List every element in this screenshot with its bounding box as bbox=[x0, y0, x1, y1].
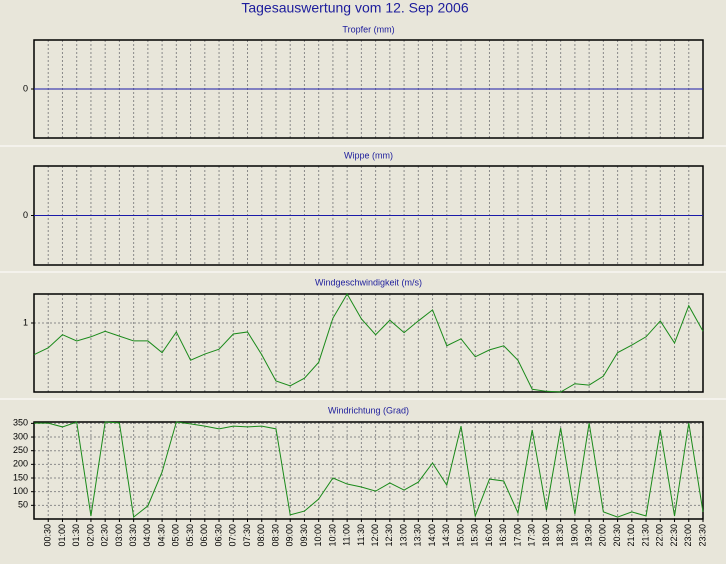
x-tick-label: 22:00 bbox=[655, 524, 665, 547]
x-tick-label: 15:00 bbox=[455, 524, 465, 547]
x-tick-label: 17:00 bbox=[512, 524, 522, 547]
x-tick-label: 05:30 bbox=[185, 524, 195, 547]
x-tick-label: 04:30 bbox=[156, 524, 166, 547]
x-tick-label: 11:00 bbox=[342, 524, 352, 546]
x-tick-label: 13:30 bbox=[413, 524, 423, 547]
x-tick-label: 04:00 bbox=[142, 524, 152, 547]
panel-title: Windgeschwindigkeit (m/s) bbox=[315, 277, 422, 287]
x-tick-label: 13:00 bbox=[398, 524, 408, 547]
x-tick-label: 20:30 bbox=[612, 524, 622, 547]
x-tick-label: 12:00 bbox=[370, 524, 380, 547]
x-tick-label: 02:00 bbox=[85, 524, 95, 547]
x-tick-label: 08:30 bbox=[270, 524, 280, 547]
x-tick-label: 00:30 bbox=[43, 524, 53, 547]
x-tick-label: 01:30 bbox=[71, 524, 81, 547]
x-tick-label: 23:30 bbox=[697, 524, 707, 547]
x-tick-label: 07:30 bbox=[242, 524, 252, 547]
x-tick-label: 01:00 bbox=[57, 524, 67, 547]
y-tick-label: 300 bbox=[13, 431, 28, 441]
x-tick-label: 10:00 bbox=[313, 524, 323, 547]
y-tick-label: 0 bbox=[23, 83, 28, 93]
y-tick-label: 1 bbox=[23, 317, 28, 327]
x-tick-label: 18:30 bbox=[555, 524, 565, 547]
y-tick-label: 50 bbox=[18, 500, 28, 510]
x-tick-label: 06:00 bbox=[199, 524, 209, 547]
x-tick-label: 03:30 bbox=[128, 524, 138, 547]
x-tick-label: 11:30 bbox=[356, 524, 366, 546]
x-tick-label: 10:30 bbox=[327, 524, 337, 547]
x-tick-label: 16:00 bbox=[484, 524, 494, 547]
x-tick-label: 19:30 bbox=[584, 524, 594, 547]
x-tick-label: 20:00 bbox=[598, 524, 608, 547]
x-tick-label: 14:00 bbox=[427, 524, 437, 547]
x-tick-label: 09:00 bbox=[285, 524, 295, 547]
x-tick-label: 21:30 bbox=[640, 524, 650, 547]
x-tick-label: 09:30 bbox=[299, 524, 309, 547]
x-tick-label: 15:30 bbox=[470, 524, 480, 547]
y-tick-label: 200 bbox=[13, 459, 28, 469]
y-tick-label: 250 bbox=[13, 445, 28, 455]
x-tick-label: 06:30 bbox=[213, 524, 223, 547]
plot-frame bbox=[33, 421, 704, 520]
x-tick-label: 17:30 bbox=[527, 524, 537, 547]
panel-title: Wippe (mm) bbox=[344, 150, 393, 160]
x-tick-label: 19:00 bbox=[569, 524, 579, 547]
y-tick-label: 0 bbox=[23, 210, 28, 220]
panel-title: Windrichtung (Grad) bbox=[328, 405, 409, 415]
x-tick-label: 22:30 bbox=[669, 524, 679, 547]
x-tick-label: 21:00 bbox=[626, 524, 636, 547]
x-tick-label: 02:30 bbox=[100, 524, 110, 547]
y-tick-label: 100 bbox=[13, 486, 28, 496]
x-tick-label: 16:30 bbox=[498, 524, 508, 547]
x-tick-label: 14:30 bbox=[441, 524, 451, 547]
x-tick-label: 07:00 bbox=[228, 524, 238, 547]
plot-frame bbox=[33, 293, 704, 393]
x-tick-label: 08:00 bbox=[256, 524, 266, 547]
x-tick-label: 05:00 bbox=[171, 524, 181, 547]
x-tick-label: 18:00 bbox=[541, 524, 551, 547]
y-tick-label: 150 bbox=[13, 472, 28, 482]
x-tick-label: 12:30 bbox=[384, 524, 394, 547]
data-line bbox=[33, 293, 704, 393]
data-line bbox=[34, 421, 704, 519]
panel-title: Tropfer (mm) bbox=[342, 24, 394, 34]
x-tick-label: 03:00 bbox=[114, 524, 124, 547]
x-tick-label: 23:00 bbox=[683, 524, 693, 547]
y-tick-label: 350 bbox=[13, 418, 28, 428]
page-title: Tagesauswertung vom 12. Sep 2006 bbox=[241, 0, 468, 16]
